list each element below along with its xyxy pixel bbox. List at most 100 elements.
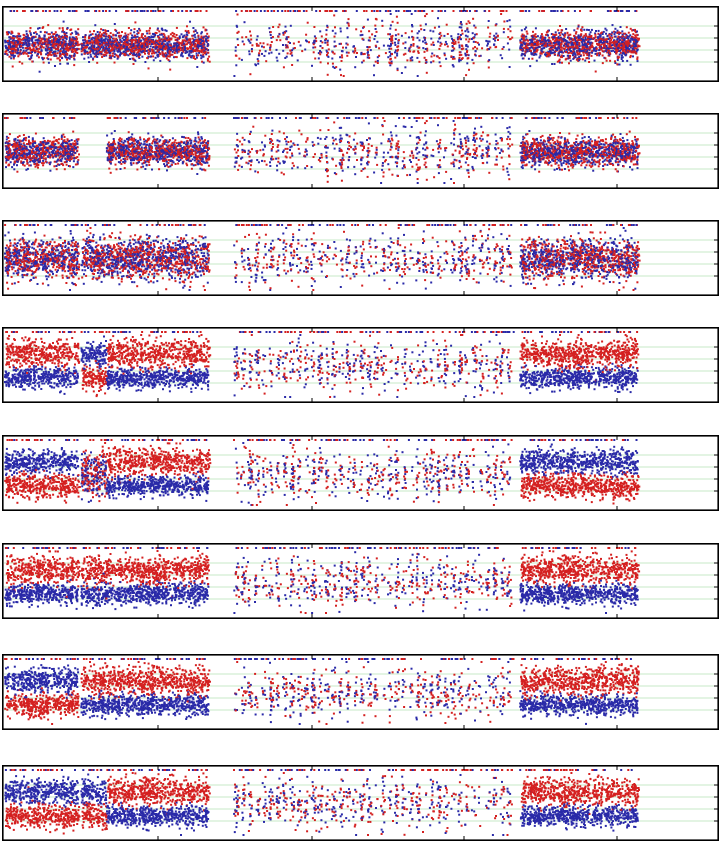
data-point <box>25 136 28 139</box>
data-point <box>461 57 464 60</box>
data-point <box>57 142 60 145</box>
data-point <box>115 42 118 45</box>
data-point <box>188 41 191 44</box>
data-point <box>407 10 409 12</box>
data-point <box>195 56 198 59</box>
data-point <box>181 41 184 44</box>
data-point <box>154 31 157 34</box>
data-point <box>117 48 120 51</box>
data-point <box>175 43 178 46</box>
data-point <box>38 147 41 150</box>
data-point <box>587 29 590 31</box>
data-point <box>360 53 363 56</box>
data-point <box>40 49 43 52</box>
data-point <box>573 29 576 32</box>
data-point <box>347 18 350 21</box>
data-point <box>173 32 176 35</box>
data-point <box>53 36 56 39</box>
data-point <box>255 42 258 45</box>
data-point <box>411 59 414 62</box>
data-point <box>125 10 128 12</box>
data-point <box>33 32 36 34</box>
data-point <box>161 38 164 41</box>
data-point <box>543 42 546 45</box>
data-point <box>21 148 24 151</box>
data-point <box>615 52 618 55</box>
data-point <box>70 117 73 119</box>
data-point <box>326 39 329 42</box>
data-point <box>138 39 141 42</box>
data-point <box>65 38 68 40</box>
data-point <box>397 42 400 45</box>
data-point <box>21 155 24 158</box>
data-point <box>488 48 491 51</box>
data-point <box>167 35 170 38</box>
data-point <box>608 33 611 36</box>
data-point <box>257 54 260 57</box>
data-point <box>319 61 322 64</box>
data-point <box>458 58 461 61</box>
data-point <box>56 47 59 50</box>
data-point <box>566 48 568 51</box>
data-point <box>43 57 46 60</box>
data-point <box>129 58 131 60</box>
data-point <box>584 59 587 62</box>
data-point <box>64 47 67 50</box>
data-point <box>65 160 68 163</box>
data-point <box>72 157 74 160</box>
data-point <box>613 10 616 12</box>
data-point <box>38 70 41 73</box>
data-point <box>44 10 47 12</box>
data-point <box>632 33 635 36</box>
data-point <box>119 43 122 46</box>
data-point <box>568 38 571 41</box>
data-point <box>198 38 201 41</box>
data-point <box>173 46 176 49</box>
data-point <box>164 45 167 48</box>
data-point <box>16 143 19 146</box>
data-point <box>101 39 104 42</box>
data-point <box>414 10 417 12</box>
data-point <box>389 58 392 61</box>
data-point <box>73 64 76 67</box>
data-point <box>173 42 176 45</box>
data-point <box>287 36 290 39</box>
data-point <box>68 46 71 48</box>
data-point <box>28 39 31 42</box>
data-point <box>381 24 384 27</box>
data-point <box>34 148 37 151</box>
data-point <box>589 38 592 41</box>
data-point <box>72 166 75 169</box>
data-point <box>629 56 632 59</box>
data-point <box>58 159 61 162</box>
data-point <box>418 30 421 33</box>
data-point <box>168 60 171 63</box>
data-point <box>437 10 440 12</box>
data-point <box>15 148 18 151</box>
data-point <box>71 49 74 52</box>
data-point <box>339 30 342 33</box>
data-point <box>525 35 528 38</box>
data-point <box>445 23 448 26</box>
data-point <box>240 58 243 61</box>
data-point <box>49 154 52 156</box>
data-point <box>69 145 72 148</box>
data-point <box>30 33 32 36</box>
data-point <box>605 46 608 49</box>
data-point <box>69 155 72 158</box>
data-point <box>554 31 557 34</box>
data-point <box>95 49 98 52</box>
data-point <box>397 33 400 36</box>
data-point <box>561 51 564 54</box>
data-point <box>390 47 393 50</box>
data-point <box>523 28 526 31</box>
data-point <box>465 74 468 77</box>
data-point <box>116 43 119 46</box>
data-point <box>31 51 33 54</box>
data-point <box>160 33 163 36</box>
data-point <box>402 42 405 45</box>
data-point <box>547 54 549 57</box>
data-point <box>588 33 591 36</box>
data-point <box>62 49 65 52</box>
data-point <box>278 23 281 26</box>
